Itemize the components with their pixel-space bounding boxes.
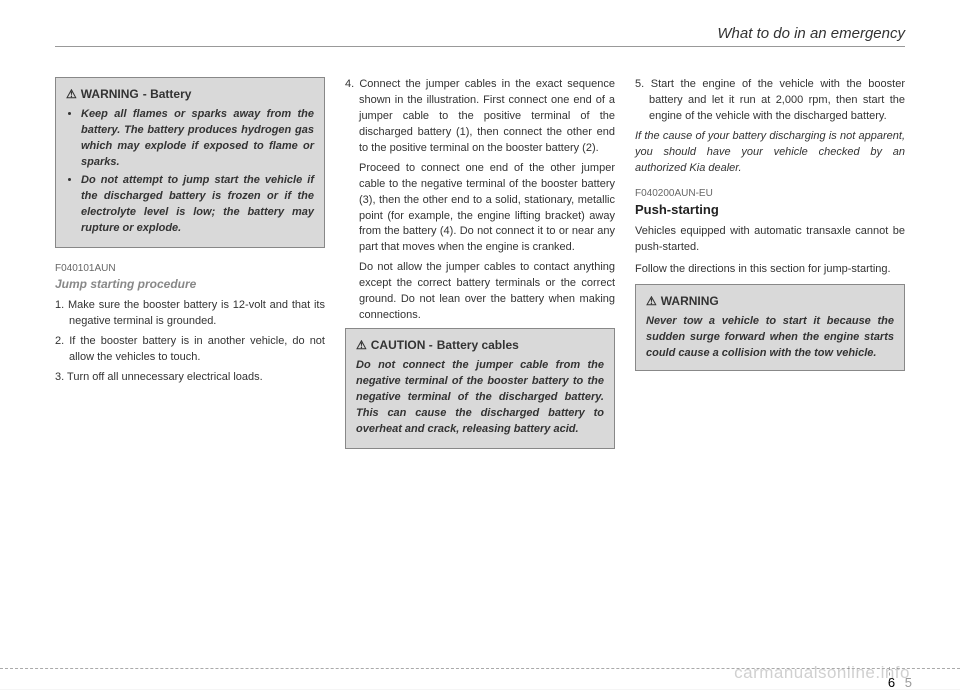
warning-box-header: ⚠ WARNING - Battery (66, 86, 314, 103)
warning-item: Do not attempt to jump start the vehicle… (81, 173, 314, 237)
push-start-p1: Vehicles equipped with automatic transax… (635, 224, 905, 256)
watermark-text: carmanualsonline.info (734, 663, 910, 683)
caution-body: Do not connect the jumper cable from the… (356, 358, 604, 438)
column-3: 5. Start the engine of the vehicle with … (635, 77, 905, 463)
header-title: What to do in an emergency (717, 25, 905, 42)
warning-list: Keep all flames or sparks away from the … (66, 107, 314, 237)
caution-box-header: ⚠ CAUTION - Battery cables (356, 337, 604, 354)
step-item: 1. Make sure the booster battery is 12-v… (55, 298, 325, 330)
warning-box-header: ⚠ WARNING (646, 293, 894, 310)
section-code: F040200AUN-EU (635, 187, 905, 202)
warning-box-tow: ⚠ WARNING Never tow a vehicle to start i… (635, 284, 905, 371)
warning-icon: ⚠ (646, 293, 657, 310)
step-continuation: Proceed to connect one end of the other … (345, 161, 615, 257)
warning-icon: ⚠ (66, 86, 77, 103)
step-item: 3. Turn off all unnecessary electrical l… (55, 370, 325, 386)
column-2: 4. Connect the jumper cables in the exac… (345, 77, 615, 463)
step-continuation: Do not allow the jumper cables to contac… (345, 260, 615, 324)
caution-icon: ⚠ (356, 337, 367, 354)
procedure-steps-cont: 4. Connect the jumper cables in the exac… (345, 77, 615, 157)
content-columns: ⚠ WARNING - Battery Keep all flames or s… (55, 77, 905, 463)
warning-sublabel: - Battery (143, 86, 192, 103)
procedure-steps-cont: 5. Start the engine of the vehicle with … (635, 77, 905, 125)
push-start-p2: Follow the directions in this section fo… (635, 262, 905, 278)
caution-label: CAUTION - (371, 337, 433, 354)
caution-box-cables: ⚠ CAUTION - Battery cables Do not connec… (345, 328, 615, 449)
step-item: 4. Connect the jumper cables in the exac… (345, 77, 615, 157)
dealer-note: If the cause of your battery discharging… (635, 129, 905, 177)
procedure-steps: 1. Make sure the booster battery is 12-v… (55, 298, 325, 386)
warning-label: WARNING (661, 293, 719, 310)
step-item: 5. Start the engine of the vehicle with … (635, 77, 905, 125)
warning-body: Never tow a vehicle to start it because … (646, 314, 894, 362)
warning-label: WARNING (81, 86, 139, 103)
caution-sublabel: Battery cables (437, 337, 519, 354)
step-item: 2. If the booster battery is in another … (55, 334, 325, 366)
procedure-heading: Jump starting procedure (55, 276, 325, 293)
section-code: F040101AUN (55, 262, 325, 277)
warning-box-battery: ⚠ WARNING - Battery Keep all flames or s… (55, 77, 325, 248)
manual-page: What to do in an emergency ⚠ WARNING - B… (0, 0, 960, 689)
warning-item: Keep all flames or sparks away from the … (81, 107, 314, 171)
column-1: ⚠ WARNING - Battery Keep all flames or s… (55, 77, 325, 463)
page-header: What to do in an emergency (55, 25, 905, 47)
push-start-heading: Push-starting (635, 201, 905, 220)
